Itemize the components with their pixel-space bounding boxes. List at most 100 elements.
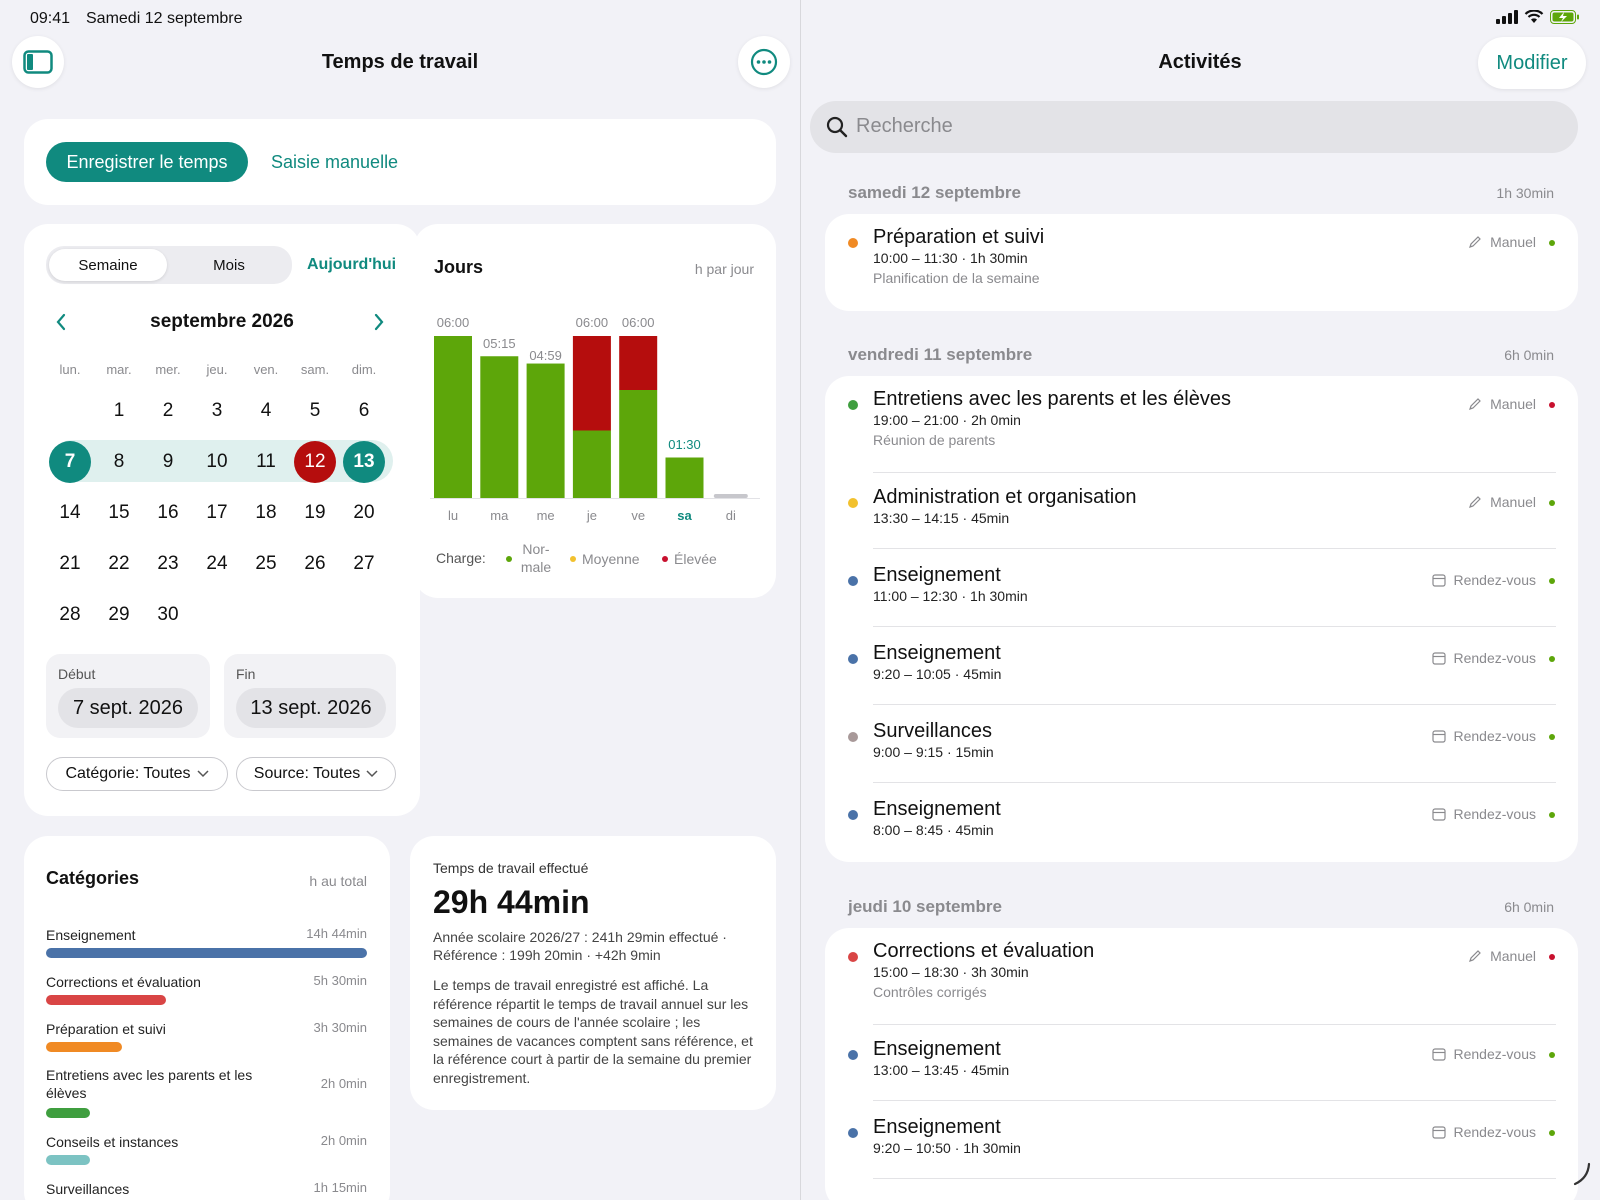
activity-time: 13:30 – 14:15 · 45min <box>873 510 1010 526</box>
section-card <box>825 376 1578 862</box>
signal-icon <box>1496 10 1518 24</box>
sidebar-toggle-button[interactable] <box>12 36 64 88</box>
section-title: vendredi 11 septembre <box>848 345 1033 364</box>
activity-source-label: Rendez-vous <box>1453 728 1537 744</box>
chart-unit: h par jour <box>694 261 754 277</box>
calendar-day-13[interactable]: 13 <box>343 441 385 483</box>
calendar-day-11[interactable]: 11 <box>256 451 276 472</box>
weekday-mar: mar. <box>106 362 132 377</box>
bar-value-sa: 01:30 <box>668 436 701 452</box>
activity-source-label: Manuel <box>1490 494 1536 510</box>
calendar-day-15[interactable]: 15 <box>108 502 130 523</box>
activity-title: Enseignement <box>873 798 1001 820</box>
category-value: 14h 44min <box>306 926 367 941</box>
end-date-picker[interactable]: 13 sept. 2026 <box>236 688 386 728</box>
category-name: Entretiens avec les parents et les élève… <box>46 1067 253 1101</box>
summary-year-line: Année scolaire 2026/27 : 241h 29min effe… <box>433 929 727 945</box>
calendar-day-21[interactable]: 21 <box>59 553 81 574</box>
chevron-right-icon <box>374 313 384 331</box>
calendar-day-7[interactable]: 7 <box>49 441 91 483</box>
source-filter[interactable]: Source: Toutes <box>236 757 396 791</box>
category-dot <box>848 400 858 410</box>
calendar-day-12[interactable]: 12 <box>294 441 336 483</box>
activity-time: 15:00 – 18:30 · 3h 30min <box>873 964 1029 980</box>
x-label-je: je <box>586 508 597 523</box>
calendar-day-24[interactable]: 24 <box>206 553 228 574</box>
pencil-icon <box>1469 236 1481 248</box>
calendar-day-25[interactable]: 25 <box>255 553 277 574</box>
activity-source-label: Rendez-vous <box>1453 1124 1537 1140</box>
search-field[interactable]: Recherche <box>810 101 1578 153</box>
category-dot <box>848 810 858 820</box>
categories-card <box>24 836 390 1200</box>
category-bar <box>46 995 166 1005</box>
calendar-day-22[interactable]: 22 <box>108 553 130 574</box>
calendar-day-6[interactable]: 6 <box>358 400 370 421</box>
search-placeholder: Recherche <box>856 115 953 137</box>
categories-title: Catégories <box>46 868 140 888</box>
calendar-day-30[interactable]: 30 <box>157 604 179 625</box>
calendar-day-10[interactable]: 10 <box>206 451 228 472</box>
weekday-ven: ven. <box>253 362 279 377</box>
activity-source: Rendez-vous <box>1431 1046 1536 1062</box>
segment-month[interactable]: Mois <box>213 256 245 274</box>
bar-je-normale <box>572 430 611 498</box>
weekday-jeu: jeu. <box>206 362 228 377</box>
calendar-day-4[interactable]: 4 <box>260 400 272 421</box>
status-dot <box>1549 1052 1555 1058</box>
category-bar <box>46 1108 90 1118</box>
previous-month-button[interactable] <box>54 312 68 337</box>
category-name: Surveillances <box>46 1181 130 1197</box>
calendar-icon <box>1431 730 1446 743</box>
calendar-day-16[interactable]: 16 <box>157 502 179 523</box>
more-options-button[interactable] <box>738 36 790 88</box>
calendar-day-18[interactable]: 18 <box>255 502 277 523</box>
record-time-button[interactable]: Enregistrer le temps <box>46 142 248 182</box>
calendar-day-20[interactable]: 20 <box>353 502 375 523</box>
weekday-dim: dim. <box>351 362 377 377</box>
status-dot <box>1549 500 1555 506</box>
bar-ve-normale <box>619 390 658 498</box>
manual-entry-link[interactable]: Saisie manuelle <box>271 152 399 172</box>
category-dot <box>848 1050 858 1060</box>
calendar-day-8[interactable]: 8 <box>113 451 125 472</box>
calendar-day-14[interactable]: 14 <box>59 502 81 523</box>
calendar-day-1[interactable]: 1 <box>113 400 125 421</box>
calendar-day-9[interactable]: 9 <box>162 451 174 472</box>
activity-source: Manuel <box>1468 234 1536 250</box>
status-date: Samedi 12 septembre <box>86 10 243 27</box>
calendar-day-27[interactable]: 27 <box>353 553 375 574</box>
calendar-day-26[interactable]: 26 <box>304 553 326 574</box>
today-button[interactable]: Aujourd'hui <box>307 256 397 273</box>
selected-week-highlight <box>51 440 393 482</box>
bar-ve-elevee <box>619 336 658 390</box>
period-segmented-control: Semaine Mois <box>46 246 292 284</box>
calendar-day-29[interactable]: 29 <box>108 604 130 625</box>
bar-value-je: 06:00 <box>575 315 609 330</box>
edit-button[interactable]: Modifier <box>1478 37 1586 89</box>
calendar-day-3[interactable]: 3 <box>211 400 223 421</box>
month-title: septembre 2026 <box>150 311 294 332</box>
pencil-icon <box>1469 496 1481 508</box>
calendar-day-5[interactable]: 5 <box>309 400 321 421</box>
activity-source: Rendez-vous <box>1431 1124 1537 1140</box>
bar-value-lu: 06:00 <box>436 315 470 330</box>
x-label-ma: ma <box>490 508 509 523</box>
start-date-picker[interactable]: 7 sept. 2026 <box>58 688 198 728</box>
source-filter-label: Source: Toutes <box>253 765 361 782</box>
activity-time: 11:00 – 12:30 · 1h 30min <box>873 588 1028 604</box>
category-filter[interactable]: Catégorie: Toutes <box>46 757 228 791</box>
row-separator <box>873 704 1556 705</box>
segment-week[interactable]: Semaine <box>49 249 167 281</box>
next-month-button[interactable] <box>372 312 386 337</box>
calendar-day-28[interactable]: 28 <box>59 604 81 625</box>
calendar-day-2[interactable]: 2 <box>162 400 174 421</box>
calendar-day-17[interactable]: 17 <box>206 502 228 523</box>
legend-item-0: Nor-male <box>520 541 552 575</box>
calendar-day-19[interactable]: 19 <box>304 502 326 523</box>
category-dot <box>848 952 858 962</box>
calendar-icon <box>1431 1126 1446 1139</box>
activity-title: Administration et organisation <box>873 486 1137 508</box>
status-dot <box>1549 240 1555 246</box>
calendar-day-23[interactable]: 23 <box>157 553 179 574</box>
